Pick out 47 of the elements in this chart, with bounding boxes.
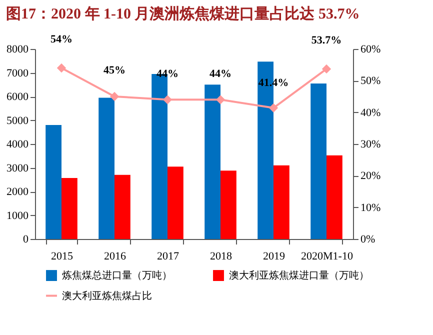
x-tick-label: 2020M1-10 [301, 250, 354, 262]
y-tick-label: 5000 [6, 114, 29, 127]
y2-tick-label: 20% [360, 170, 381, 182]
x-tick-label: 2019 [263, 250, 286, 262]
bar [326, 155, 342, 239]
y-tick-label: 1000 [6, 210, 29, 222]
bar [98, 98, 114, 239]
legend-label: 澳大利亚炼焦煤占比 [62, 290, 152, 302]
y-tick-label: 4000 [6, 138, 29, 150]
bar [274, 165, 290, 239]
point [216, 96, 225, 104]
bar [62, 178, 78, 239]
y-tick-label: 2000 [6, 186, 29, 198]
point [57, 64, 66, 72]
chart-title: 图17：2020 年 1-10 月澳洲炼焦煤进口量占比达 53.7% [6, 5, 360, 22]
bar [46, 125, 62, 239]
bar [220, 170, 236, 239]
x-tick-label: 2018 [210, 250, 232, 262]
y-tick-label: 3000 [6, 162, 29, 174]
bar [310, 83, 326, 239]
data-label: 53.7% [311, 34, 342, 46]
y2-tick-label: 60% [360, 44, 381, 56]
y2-tick-label: 0% [360, 234, 376, 246]
data-label: 44% [210, 68, 232, 80]
bar [168, 166, 184, 239]
y2-tick-label: 40% [360, 106, 381, 119]
x-tick-label: 2015 [51, 250, 74, 262]
data-label: 54% [50, 33, 72, 46]
y-tick-label: 0 [23, 234, 29, 246]
point [269, 104, 278, 112]
data-label: 45% [104, 64, 126, 77]
legend-label: 炼焦煤总进口量（万吨） [62, 270, 172, 282]
point [322, 64, 331, 74]
x-tick-label: 2017 [157, 250, 180, 262]
legend-label: 澳大利亚炼焦煤进口量（万吨） [229, 270, 369, 282]
y2-tick-label: 10% [360, 202, 381, 214]
point [110, 92, 119, 101]
bar [204, 84, 220, 239]
bar [114, 174, 130, 239]
point [163, 96, 172, 104]
x-tick-label: 2016 [104, 250, 126, 262]
y2-tick-label: 50% [360, 75, 381, 88]
data-label: 44% [156, 68, 178, 80]
y-tick-label: 8000 [6, 44, 29, 56]
y2-tick-label: 30% [360, 138, 381, 150]
y-tick-label: 7000 [6, 67, 29, 80]
y-tick-label: 6000 [6, 91, 29, 103]
